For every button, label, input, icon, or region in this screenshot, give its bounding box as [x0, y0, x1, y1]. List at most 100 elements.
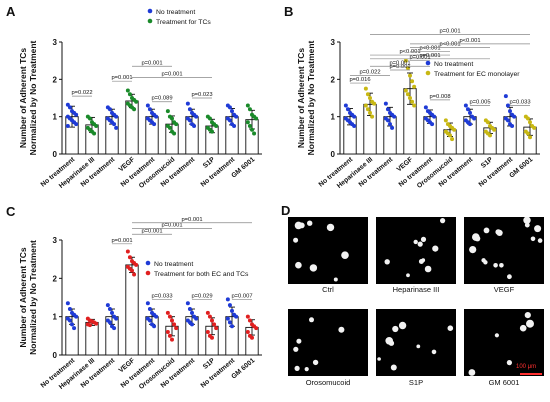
data-point [210, 335, 214, 340]
data-point [192, 124, 197, 128]
p-value-label: p=0.001 [161, 71, 182, 77]
data-point [67, 105, 72, 110]
data-point [250, 335, 254, 340]
data-point [443, 118, 448, 123]
data-point [452, 127, 457, 132]
data-point [187, 307, 192, 311]
data-point [105, 303, 110, 308]
cell-spot [294, 365, 300, 371]
data-point [383, 101, 388, 106]
caption-orosomucoid: Orosomucoid [305, 378, 351, 387]
data-point [512, 114, 517, 119]
data-point [170, 116, 174, 121]
cell-spot [447, 325, 454, 331]
legend-label: No treatment [154, 261, 193, 268]
data-point [112, 326, 117, 331]
data-point [390, 125, 395, 130]
data-point [167, 314, 172, 319]
data-point [207, 314, 212, 319]
cell-spot [294, 221, 303, 230]
data-point [170, 337, 174, 342]
cell-spot [524, 222, 530, 228]
data-point [247, 107, 252, 112]
data-point [174, 326, 179, 331]
data-point [505, 103, 510, 108]
data-point [194, 316, 199, 321]
cell-spot [468, 369, 476, 376]
p-value-label: p<0.001 [459, 38, 480, 44]
y-tick-label: 1 [53, 113, 58, 122]
cell-spot [523, 217, 531, 224]
data-point [187, 118, 192, 123]
cell-spot [341, 251, 349, 259]
data-point [254, 326, 259, 331]
x-tick-label: S1P [202, 357, 217, 371]
data-point [365, 92, 370, 97]
cell-spot [309, 264, 318, 272]
data-point [185, 301, 190, 306]
data-point [247, 124, 252, 128]
y-tick-label: 2 [331, 75, 336, 84]
p-value-label: p=0.008 [429, 94, 450, 100]
data-point [127, 255, 132, 260]
micrograph-cells [469, 217, 543, 280]
legend-label: No treatment [434, 61, 473, 68]
data-point [94, 321, 99, 326]
chart-panel-a: A Number of Adherent TCs Normalized by No … [6, 4, 262, 190]
cell-spot [406, 273, 410, 278]
data-point [234, 114, 239, 119]
legend-marker [147, 18, 153, 24]
data-point [227, 105, 232, 110]
p-value-label: p=0.001 [141, 60, 162, 66]
cell-spot [296, 338, 302, 344]
data-point [205, 330, 210, 334]
data-point [207, 116, 212, 121]
cell-spot [377, 357, 381, 361]
cell-spot [469, 246, 477, 254]
data-point [450, 137, 455, 142]
cell-spot [431, 349, 437, 355]
data-point [94, 124, 99, 128]
data-point [214, 326, 219, 331]
p-value-label: p=0.001 [439, 29, 460, 35]
cell-spot [392, 325, 399, 333]
cell-spot [333, 277, 338, 282]
cell-spot [384, 259, 390, 265]
data-point [194, 114, 199, 119]
chart-panel-c: C Number of Adherent TCs Normalized by No … [6, 204, 262, 391]
data-point [147, 307, 152, 311]
p-value-label: p<0.001 [399, 49, 420, 55]
cell-spot [494, 333, 499, 338]
data-point [154, 114, 159, 119]
x-tick-label: S1P [202, 156, 217, 170]
cell-spot [295, 261, 302, 269]
data-point [508, 109, 512, 114]
cell-spot [309, 317, 314, 323]
data-point [107, 307, 112, 311]
data-point [485, 120, 490, 125]
data-point [134, 99, 139, 104]
legend-marker [147, 8, 153, 14]
data-point [463, 103, 468, 108]
data-point [167, 333, 172, 338]
data-point [114, 114, 119, 119]
data-point [368, 96, 372, 100]
y-axis-label: Normalized by No Treatment [28, 40, 38, 155]
data-point [170, 318, 174, 323]
p-value-label: p=0.001 [389, 64, 410, 70]
panel-label: B [284, 4, 293, 19]
cell-spot [496, 229, 503, 236]
data-point [363, 86, 368, 91]
p-value-label: p=0.016 [349, 77, 370, 83]
data-point [212, 322, 217, 327]
data-point [145, 301, 150, 306]
p-value-label: p=0.005 [469, 99, 490, 105]
data-point [230, 324, 234, 329]
y-tick-label: 3 [53, 38, 58, 47]
y-tick-label: 2 [53, 274, 58, 283]
legend-marker [425, 60, 431, 66]
p-value-label: p=0.022 [71, 90, 92, 96]
cell-spot [499, 263, 504, 268]
data-point [92, 131, 97, 136]
cell-spot [530, 236, 536, 242]
